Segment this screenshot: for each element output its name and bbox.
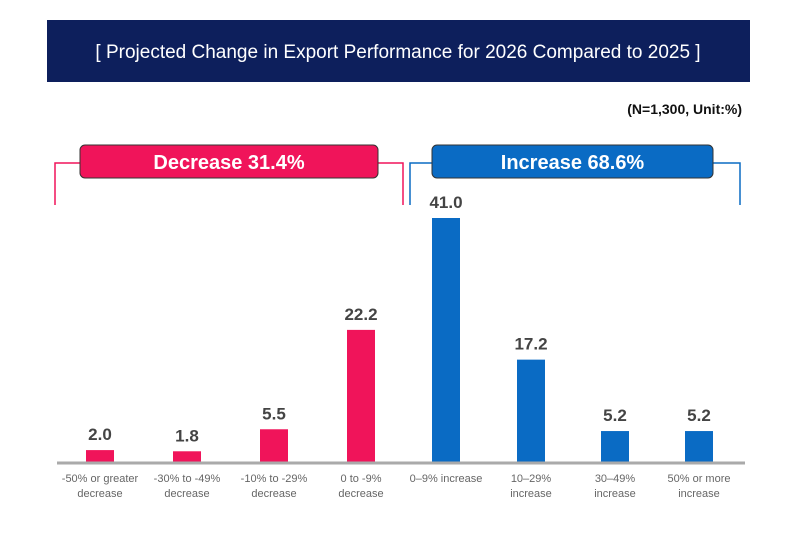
data-label: 41.0 [429,193,462,212]
group-bracket [54,162,404,205]
x-tick-label: increase [510,488,552,500]
data-label: 17.2 [514,335,547,354]
data-label: 5.2 [603,406,627,425]
x-tick-label: decrease [251,488,296,500]
x-tick-label: decrease [77,488,122,500]
group-label: Decrease 31.4% [153,152,304,174]
x-tick-label: 10–29% [511,473,552,485]
data-label: 1.8 [175,426,199,445]
bar [347,329,375,462]
data-label: 5.2 [687,406,711,425]
title-banner [47,20,750,82]
x-tick-label: increase [678,488,720,500]
x-tick-label: 0–9% increase [410,473,483,485]
bar [260,429,288,462]
bar [685,431,713,462]
data-label: 5.5 [262,404,286,423]
bar [86,450,114,462]
x-tick-label: 30–49% [595,473,636,485]
sample-note: (N=1,300, Unit:%) [627,101,742,117]
bar [517,359,545,462]
data-label: 2.0 [88,425,112,444]
group-label-box [431,144,714,179]
x-tick-label: decrease [164,488,209,500]
x-tick-label: -30% to -49% [154,473,221,485]
group-bracket [409,162,741,205]
bar [432,218,460,462]
x-tick-label: 50% or more [668,473,731,485]
bar [173,451,201,462]
chart-title: [ Projected Change in Export Performance… [95,42,700,63]
data-label: 22.2 [344,305,377,324]
x-tick-label: decrease [338,488,383,500]
group-label-box [79,144,379,179]
x-tick-label: -50% or greater [62,473,139,485]
x-tick-label: 0 to -9% [341,473,382,485]
x-tick-label: -10% to -29% [241,473,308,485]
x-tick-label: increase [594,488,636,500]
group-label: Increase 68.6% [501,152,645,174]
bar [601,431,629,462]
